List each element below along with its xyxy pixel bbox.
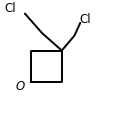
Text: O: O [15,80,24,93]
Text: Cl: Cl [4,2,16,15]
Text: Cl: Cl [79,13,91,26]
